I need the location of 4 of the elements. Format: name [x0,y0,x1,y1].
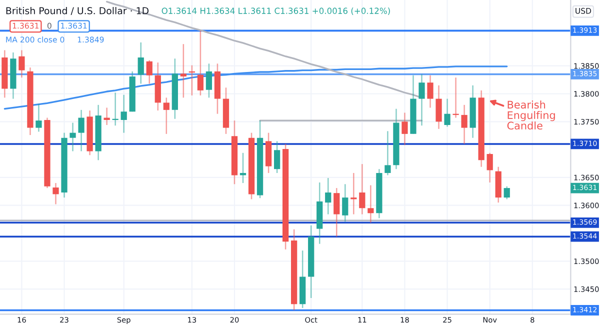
annotation: Bearish Engulfing Candle [507,100,555,130]
text: British Pound / U.S. Dollar · 1D [6,6,149,16]
text: O1.3614 H1.3634 L1.3611 C1.3631 +0.0016 (+0.12%) [162,8,390,15]
line-series [4,66,508,110]
